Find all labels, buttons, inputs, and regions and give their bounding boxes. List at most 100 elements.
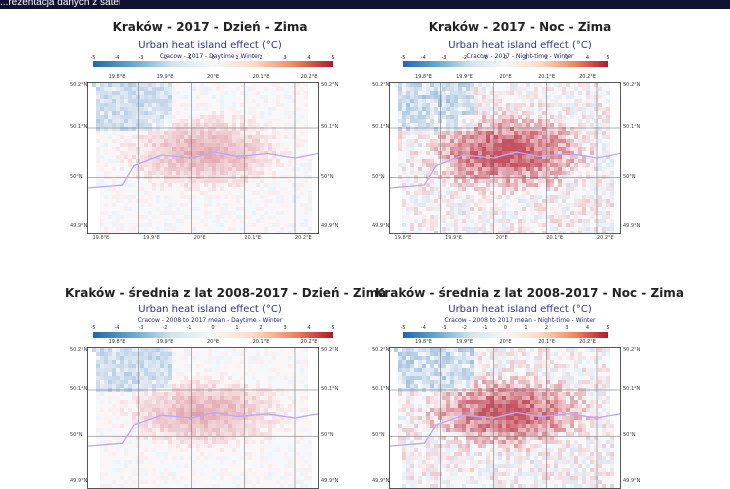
latitude-label: 49.9°N xyxy=(321,223,338,229)
coord-tick-label: 20°E xyxy=(207,339,219,345)
longitude-label: 20.2°E xyxy=(597,235,614,241)
longitude-label: 19.9°E xyxy=(143,235,160,241)
tick-label: 4 xyxy=(307,325,310,331)
coord-tick-label: 20.1°E xyxy=(538,74,555,80)
tick-label: 0 xyxy=(211,325,214,331)
map-title: Urban heat island effect (°C) xyxy=(65,40,355,51)
coord-tick-label: 20.1°E xyxy=(538,339,555,345)
top-header-bar: ...rezentacja danych z satelity ... xyxy=(0,0,730,9)
tick-label: -5 xyxy=(91,325,96,331)
latitude-label: 50.1°N xyxy=(321,386,338,392)
map-subtitle: Cracow - 2008 to 2017 mean - Night-time … xyxy=(375,317,665,324)
tick-label: 5 xyxy=(606,55,609,61)
map-title: Urban heat island effect (°C) xyxy=(375,304,665,315)
tick-label: 5 xyxy=(331,325,334,331)
heat-map-canvas xyxy=(88,83,318,233)
latitude-label: 49.9°N xyxy=(372,223,389,229)
latitude-label: 50°N xyxy=(321,432,334,438)
coord-tick-label: 19.9°E xyxy=(456,74,473,80)
map-panel-2017-day: Kraków - 2017 - Dzień - Zima Urban heat … xyxy=(65,18,355,258)
coord-tick-label: 20°E xyxy=(499,74,511,80)
coord-tick-label: 20°E xyxy=(499,339,511,345)
coord-tick-label: 20.1°E xyxy=(253,74,270,80)
tick-label: 2 xyxy=(545,55,548,61)
map-panel-mean-day: Kraków - średnia z lat 2008-2017 - Dzień… xyxy=(65,282,355,480)
longitude-label: 19.8°E xyxy=(93,235,110,241)
heat-map-canvas xyxy=(390,348,620,488)
tick-label: -4 xyxy=(421,55,426,61)
tick-label: -1 xyxy=(483,325,488,331)
tick-label: -3 xyxy=(442,55,447,61)
coord-tick-label: 20°E xyxy=(207,74,219,80)
latitude-label: 50.2°N xyxy=(70,347,87,353)
heat-map-canvas xyxy=(390,83,620,233)
longitude-label: 19.8°E xyxy=(395,235,412,241)
latitude-label: 50.1°N xyxy=(623,386,640,392)
tick-label: 0 xyxy=(504,55,507,61)
map-title: Urban heat island effect (°C) xyxy=(375,40,665,51)
coord-tick-label: 19.8°E xyxy=(415,339,432,345)
colorbar xyxy=(93,332,333,338)
tick-label: -1 xyxy=(187,55,192,61)
tick-label: -4 xyxy=(115,325,120,331)
tick-label: 3 xyxy=(565,55,568,61)
coord-tick-label: 19.9°E xyxy=(456,339,473,345)
latitude-label: 49.9°N xyxy=(623,478,640,484)
coord-tick-label: 20.2°E xyxy=(301,339,318,345)
latitude-label: 50°N xyxy=(70,174,83,180)
panel-title: Kraków - średnia z lat 2008-2017 - Noc -… xyxy=(375,286,665,300)
coord-tick-label: 20.1°E xyxy=(253,339,270,345)
tick-label: 4 xyxy=(307,55,310,61)
tick-label: 1 xyxy=(524,55,527,61)
latitude-label: 49.9°N xyxy=(321,478,338,484)
tick-label: 1 xyxy=(235,325,238,331)
latitude-label: 50°N xyxy=(372,432,385,438)
coord-tick-label: 19.9°E xyxy=(157,339,174,345)
map-panel-mean-night: Kraków - średnia z lat 2008-2017 - Noc -… xyxy=(375,282,665,480)
tick-label: 2 xyxy=(259,55,262,61)
latitude-label: 50.2°N xyxy=(321,347,338,353)
tick-label: -2 xyxy=(462,55,467,61)
tick-label: -1 xyxy=(187,325,192,331)
tick-label: -2 xyxy=(163,55,168,61)
latitude-label: 50.1°N xyxy=(70,124,87,130)
coord-tick-label: 20.2°E xyxy=(579,74,596,80)
tick-label: -5 xyxy=(401,55,406,61)
tick-label: 2 xyxy=(259,325,262,331)
latitude-label: 50.1°N xyxy=(372,386,389,392)
tick-label: 0 xyxy=(504,325,507,331)
coord-tick-label: 19.8°E xyxy=(109,339,126,345)
longitude-label: 20.1°E xyxy=(546,235,563,241)
latitude-label: 50°N xyxy=(623,174,636,180)
latitude-label: 50°N xyxy=(623,432,636,438)
coord-tick-label: 19.8°E xyxy=(415,74,432,80)
tick-label: 3 xyxy=(565,325,568,331)
map-subtitle: Cracow - 2008 to 2017 mean - Daytime - W… xyxy=(65,317,355,324)
latitude-label: 49.9°N xyxy=(70,478,87,484)
latitude-label: 50°N xyxy=(321,174,334,180)
tick-label: -2 xyxy=(163,325,168,331)
longitude-label: 20°E xyxy=(194,235,206,241)
latitude-label: 50°N xyxy=(70,432,83,438)
latitude-label: 50.1°N xyxy=(70,386,87,392)
latitude-label: 50.2°N xyxy=(372,347,389,353)
tick-label: -5 xyxy=(91,55,96,61)
tick-label: -2 xyxy=(462,325,467,331)
tick-label: 5 xyxy=(331,55,334,61)
longitude-label: 19.9°E xyxy=(445,235,462,241)
map-panel-2017-night: Kraków - 2017 - Noc - Zima Urban heat is… xyxy=(375,18,665,258)
tick-label: 0 xyxy=(211,55,214,61)
latitude-label: 50.2°N xyxy=(623,82,640,88)
latitude-label: 49.9°N xyxy=(70,223,87,229)
colorbar xyxy=(403,332,608,338)
tick-label: -1 xyxy=(483,55,488,61)
coord-tick-label: 19.8°E xyxy=(109,74,126,80)
longitude-label: 20.1°E xyxy=(244,235,261,241)
latitude-label: 50.2°N xyxy=(372,82,389,88)
map-title: Urban heat island effect (°C) xyxy=(65,304,355,315)
latitude-label: 50.2°N xyxy=(321,82,338,88)
